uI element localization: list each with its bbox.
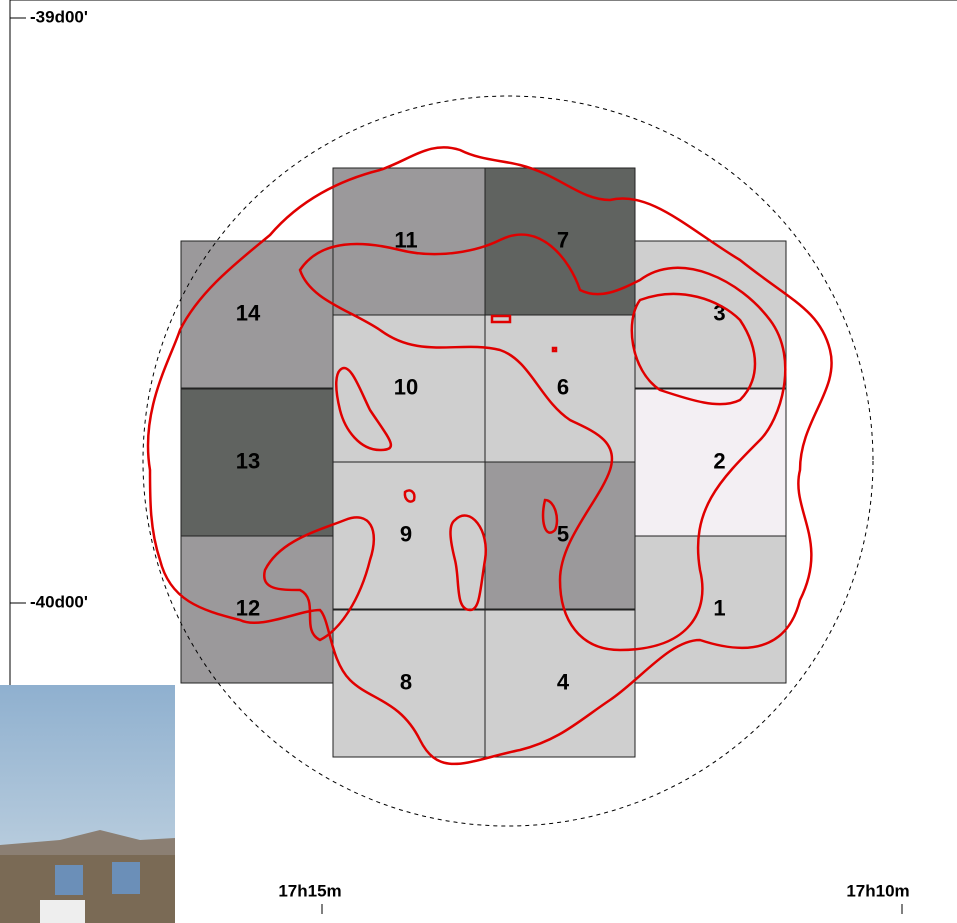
tile-label: 2 (713, 448, 725, 473)
photo-building (40, 900, 85, 923)
tile-label: 7 (557, 227, 569, 252)
contour-dot (490, 314, 512, 324)
tile-label: 14 (236, 300, 261, 325)
tile (634, 240, 787, 389)
ra-label: 17h10m (846, 881, 909, 900)
tile (180, 240, 334, 389)
tile (634, 388, 787, 537)
contour-5 (541, 498, 559, 534)
tile-label: 9 (400, 521, 412, 546)
tile-label: 5 (557, 521, 569, 546)
contour-dot (551, 346, 558, 353)
tile-label: 1 (713, 595, 725, 620)
photo-ground (0, 855, 175, 923)
ra-label: 17h15m (278, 881, 341, 900)
tile-label: 4 (557, 669, 570, 694)
dec-label: -40d00' (30, 592, 88, 611)
tile (180, 388, 334, 537)
contour-12 (263, 516, 376, 642)
tile-label: 10 (394, 374, 418, 399)
dec-label: -39d00' (30, 7, 88, 26)
photo (0, 685, 175, 923)
tile (332, 461, 486, 610)
contour-9 (449, 514, 488, 612)
tile-label: 8 (400, 669, 412, 694)
tile (332, 609, 486, 758)
contour-dot (403, 489, 416, 503)
tile-label: 11 (394, 227, 417, 252)
inner-contour (298, 233, 787, 652)
tile (332, 314, 486, 463)
tile-label: 6 (557, 374, 569, 399)
tile (332, 167, 486, 316)
tile-label: 12 (236, 595, 260, 620)
tile (484, 167, 636, 316)
photo-telescope (112, 862, 140, 894)
tile (484, 609, 636, 758)
tile-label: 13 (236, 448, 260, 473)
contour-10 (335, 366, 392, 452)
contour-3 (630, 292, 757, 406)
contours (146, 146, 833, 766)
tile (484, 314, 636, 463)
photo-telescope (55, 865, 83, 895)
field-of-view (142, 95, 874, 827)
